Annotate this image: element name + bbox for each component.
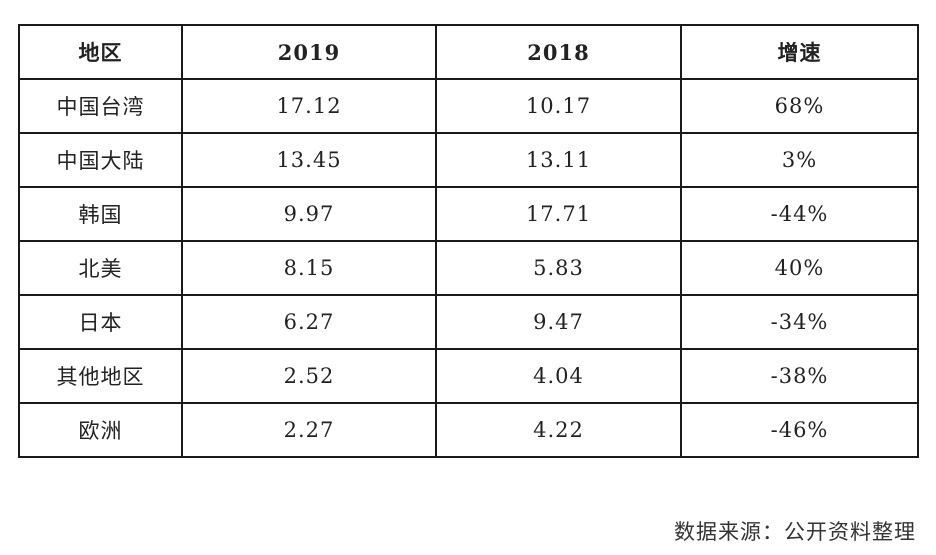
cell-growth: -44%: [680, 186, 919, 242]
cell-2018: 5.83: [435, 240, 682, 296]
table-row: 中国大陆 13.45 13.11 3%: [18, 132, 919, 188]
table-row: 中国台湾 17.12 10.17 68%: [18, 78, 919, 134]
cell-growth: -38%: [680, 348, 919, 404]
header-row: 地区 2019 2018 增速: [18, 24, 919, 80]
cell-2019: 8.15: [181, 240, 437, 296]
cell-region: 中国台湾: [18, 78, 183, 134]
cell-2018: 9.47: [435, 294, 682, 350]
cell-2018: 13.11: [435, 132, 682, 188]
cell-region: 日本: [18, 294, 183, 350]
cell-2019: 9.97: [181, 186, 437, 242]
header-2019: 2019: [181, 24, 437, 80]
cell-2018: 10.17: [435, 78, 682, 134]
cell-region: 北美: [18, 240, 183, 296]
table-row: 其他地区 2.52 4.04 -38%: [18, 348, 919, 404]
source-note: 数据来源：公开资料整理: [674, 520, 916, 544]
cell-growth: 68%: [680, 78, 919, 134]
cell-growth: -46%: [680, 402, 919, 458]
header-region: 地区: [18, 24, 183, 80]
cell-2018: 4.04: [435, 348, 682, 404]
table-row: 北美 8.15 5.83 40%: [18, 240, 919, 296]
cell-region: 韩国: [18, 186, 183, 242]
header-growth: 增速: [680, 24, 919, 80]
cell-region: 欧洲: [18, 402, 183, 458]
table-row: 韩国 9.97 17.71 -44%: [18, 186, 919, 242]
cell-2019: 13.45: [181, 132, 437, 188]
cell-2019: 2.52: [181, 348, 437, 404]
table-row: 欧洲 2.27 4.22 -46%: [18, 402, 919, 458]
cell-2019: 6.27: [181, 294, 437, 350]
cell-2018: 17.71: [435, 186, 682, 242]
cell-2019: 17.12: [181, 78, 437, 134]
cell-growth: -34%: [680, 294, 919, 350]
cell-growth: 40%: [680, 240, 919, 296]
cell-2018: 4.22: [435, 402, 682, 458]
data-table: 地区 2019 2018 增速 中国台湾 17.12 10.17 68% 中国大…: [18, 24, 919, 458]
cell-growth: 3%: [680, 132, 919, 188]
cell-region: 中国大陆: [18, 132, 183, 188]
table-row: 日本 6.27 9.47 -34%: [18, 294, 919, 350]
cell-2019: 2.27: [181, 402, 437, 458]
header-2018: 2018: [435, 24, 682, 80]
cell-region: 其他地区: [18, 348, 183, 404]
